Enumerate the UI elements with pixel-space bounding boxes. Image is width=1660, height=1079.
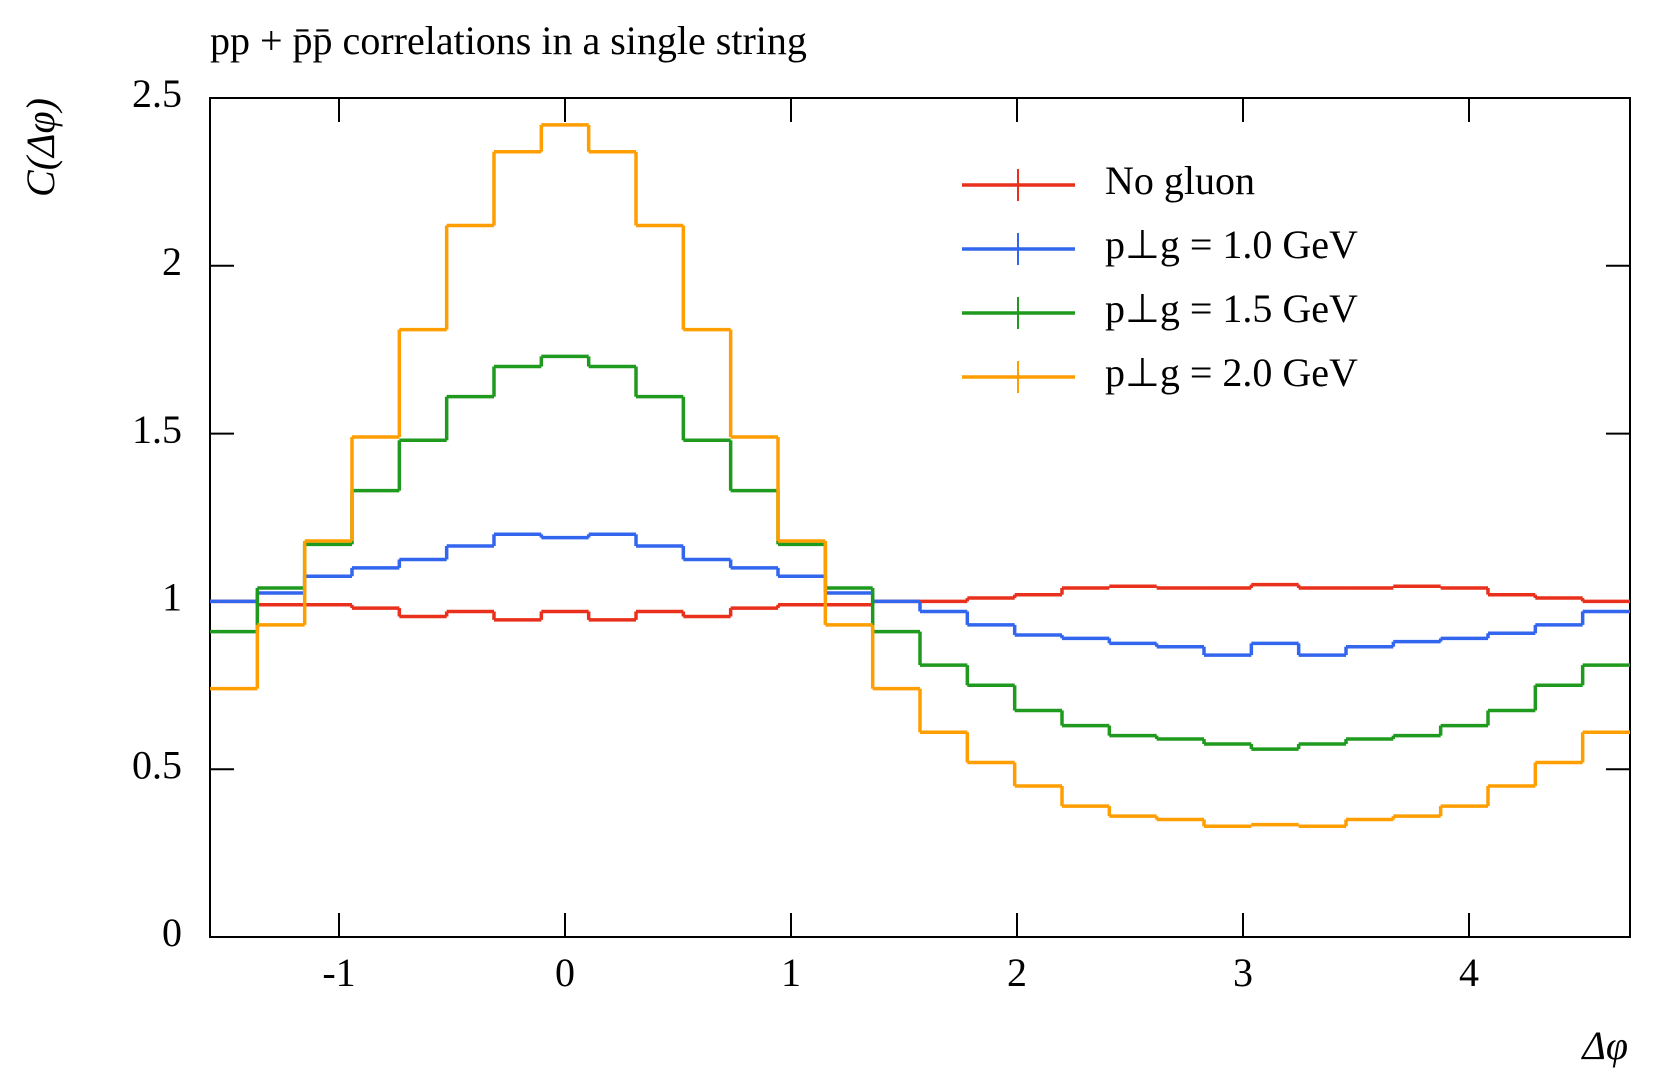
x-axis-label: Δφ [1580, 1023, 1628, 1068]
y-tick-label: 2 [162, 239, 182, 284]
x-tick-label: 2 [1007, 950, 1027, 995]
legend-label: No gluon [1105, 158, 1255, 203]
x-tick-label: 0 [555, 950, 575, 995]
y-axis-label: C(Δφ) [18, 98, 63, 197]
x-tick-label: 3 [1233, 950, 1253, 995]
x-tick-label: 1 [781, 950, 801, 995]
y-tick-label: 1 [162, 575, 182, 620]
y-tick-label: 1.5 [132, 407, 182, 452]
chart-title: pp + p̄p̄ correlations in a single strin… [210, 18, 807, 63]
x-tick-label: 4 [1459, 950, 1479, 995]
legend-label: p⊥g = 2.0 GeV [1105, 350, 1358, 395]
y-tick-label: 0.5 [132, 742, 182, 787]
legend-label: p⊥g = 1.5 GeV [1105, 286, 1358, 331]
y-tick-label: 2.5 [132, 71, 182, 116]
y-tick-label: 0 [162, 910, 182, 955]
x-tick-label: -1 [322, 950, 355, 995]
plot-frame [209, 97, 1631, 938]
legend-label: p⊥g = 1.0 GeV [1105, 222, 1358, 267]
